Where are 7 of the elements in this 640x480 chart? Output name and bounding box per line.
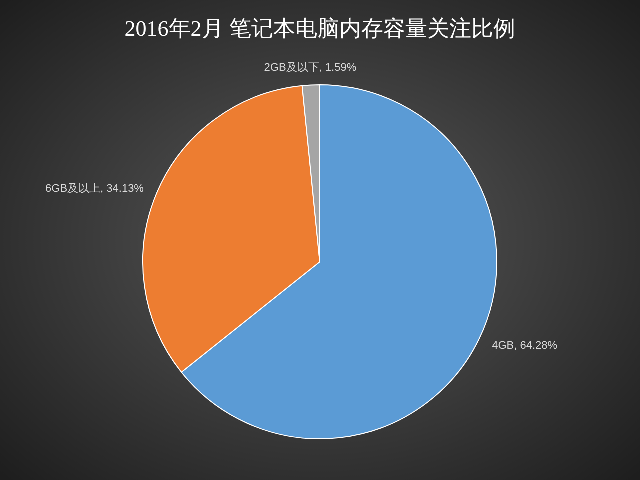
slice-label: 4GB	[492, 340, 514, 352]
data-label: , 1.59%	[319, 62, 357, 74]
data-label: , 34.13%	[100, 182, 144, 195]
chart-title: 2016年2月 笔记本电脑内存容量关注比例	[124, 16, 516, 41]
data-label: , 64.28%	[514, 340, 558, 352]
slice-label: 6GB及以上	[46, 182, 101, 195]
slice-label: 2GB及以下	[264, 61, 320, 74]
